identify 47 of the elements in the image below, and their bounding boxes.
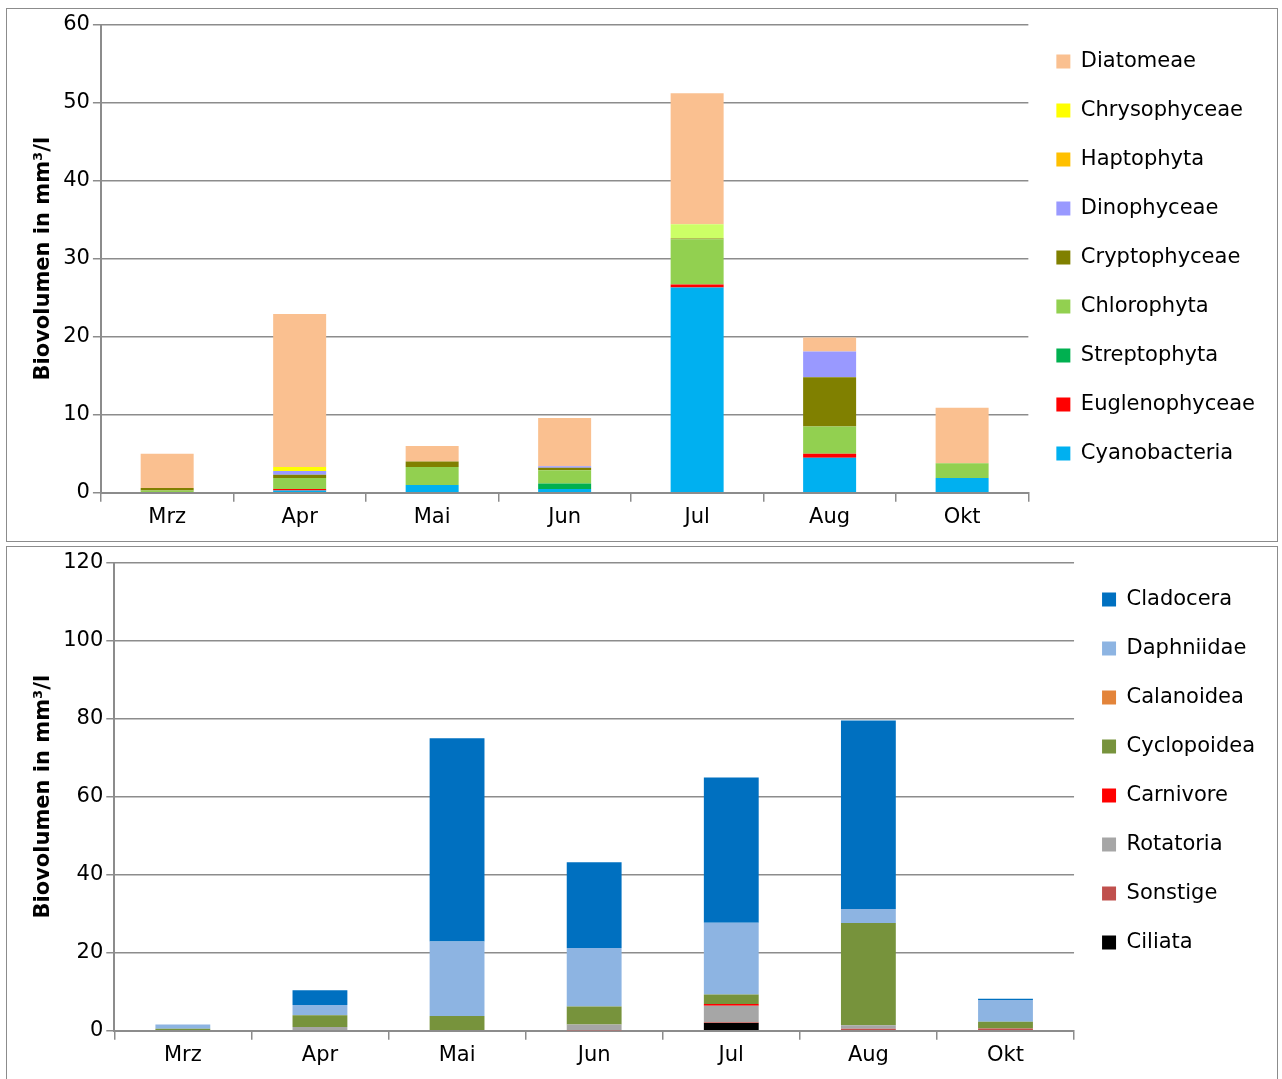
legend-label: Cyanobacteria	[1080, 439, 1234, 464]
y-axis-title: Biovolumen in mm³/l	[30, 136, 55, 381]
legend-label: Chlorophyta	[1080, 292, 1209, 317]
legend-label: Cladocera	[1126, 585, 1233, 610]
x-tick-label: Aug	[809, 503, 851, 528]
x-tick-label: Okt	[943, 503, 981, 528]
y-tick-label: 0	[76, 479, 90, 504]
y-tick-label: 30	[63, 245, 90, 270]
legend-label: Carnivore	[1126, 781, 1228, 806]
y-tick-label: 0	[89, 1017, 104, 1042]
x-tick-label: Okt	[987, 1041, 1024, 1066]
x-tick-label: Apr	[301, 1041, 339, 1066]
x-tick-label: Mrz	[163, 1041, 202, 1066]
y-tick-label: 20	[76, 939, 104, 964]
x-tick-label: Apr	[281, 503, 319, 528]
legend-label: Haptophyta	[1080, 145, 1205, 170]
y-axis-title: Biovolumen in mm³/l	[30, 674, 55, 919]
legend-label: Cryptophyceae	[1080, 243, 1241, 268]
legend-label: Diatomeae	[1080, 47, 1196, 72]
x-tick-label: Jun	[575, 1041, 611, 1066]
legend-label: Euglenophyceae	[1080, 390, 1256, 415]
y-tick-label: 20	[63, 323, 90, 348]
y-tick-label: 10	[63, 401, 90, 426]
legend-label: Rotatoria	[1126, 830, 1223, 855]
legend-label: Ciliata	[1126, 928, 1193, 953]
legend-label: Sonstige	[1126, 879, 1218, 904]
x-tick-label: Jul	[716, 1041, 744, 1066]
legend-label: Calanoidea	[1126, 683, 1244, 708]
x-tick-label: Aug	[847, 1041, 889, 1066]
legend-label: Cyclopoidea	[1126, 732, 1255, 757]
x-tick-label: Mai	[438, 1041, 476, 1066]
legend-label: Daphniidae	[1126, 634, 1247, 659]
y-tick-label: 80	[76, 705, 104, 730]
x-tick-label: Jun	[546, 503, 582, 528]
legend-label: Dinophyceae	[1080, 194, 1219, 219]
y-tick-label: 60	[76, 783, 104, 808]
legend-label: Streptophyta	[1080, 341, 1219, 366]
y-tick-label: 120	[63, 549, 104, 574]
x-tick-label: Jul	[682, 503, 710, 528]
y-tick-label: 40	[76, 861, 104, 886]
x-tick-label: Mai	[413, 503, 451, 528]
y-tick-label: 60	[63, 11, 90, 36]
y-tick-label: 40	[63, 167, 90, 192]
y-tick-label: 50	[63, 89, 90, 114]
y-tick-label: 100	[63, 627, 104, 652]
legend-label: Chrysophyceae	[1080, 96, 1244, 121]
x-tick-label: Mrz	[148, 503, 187, 528]
